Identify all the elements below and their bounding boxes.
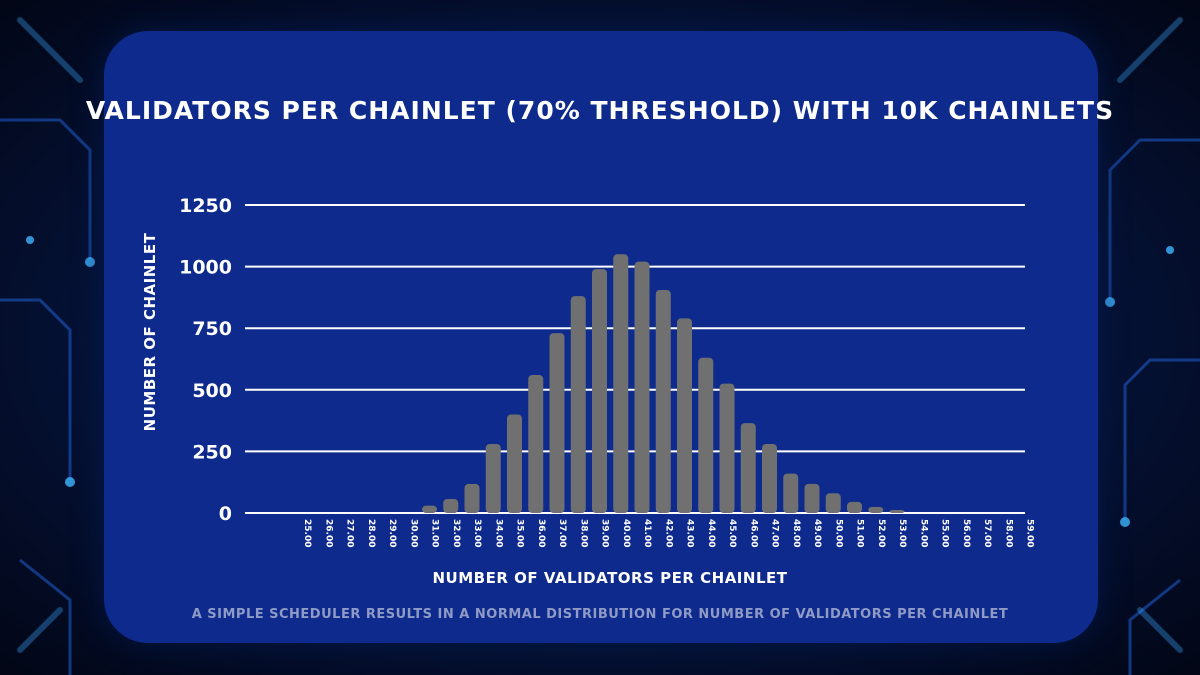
x-tick-label: 37.00 <box>557 519 567 547</box>
x-tick-label: 51.00 <box>855 519 865 547</box>
x-tick-label: 48.00 <box>791 519 801 547</box>
bar-49.00 <box>804 483 820 513</box>
x-tick-label: 36.00 <box>536 519 546 547</box>
bar-40.00 <box>613 254 629 513</box>
x-tick-label: 47.00 <box>770 519 780 547</box>
bar-38.00 <box>570 296 586 513</box>
x-tick-label: 43.00 <box>685 519 695 547</box>
x-tick-label: 31.00 <box>430 519 440 547</box>
y-axis-label: NUMBER OF CHAINLET <box>141 232 159 431</box>
x-tick-label: 54.00 <box>918 519 928 547</box>
x-tick-label: 28.00 <box>366 519 376 547</box>
y-tick-label: 250 <box>192 441 232 463</box>
bar-51.00 <box>847 501 862 513</box>
x-tick-label: 57.00 <box>982 519 992 547</box>
bar-48.00 <box>783 473 799 513</box>
x-tick-label: 29.00 <box>387 519 397 547</box>
y-tick-label: 1000 <box>179 257 232 279</box>
x-tick-label: 53.00 <box>897 519 907 547</box>
x-tick-label: 45.00 <box>727 519 737 547</box>
x-tick-label: 58.00 <box>1003 519 1013 547</box>
bar-37.00 <box>549 333 565 513</box>
bar-45.00 <box>719 383 735 513</box>
bars <box>422 254 905 513</box>
x-tick-label: 42.00 <box>663 519 673 547</box>
x-tick-label: 56.00 <box>961 519 971 547</box>
bar-32.00 <box>443 498 459 513</box>
bar-47.00 <box>762 444 777 513</box>
x-tick-label: 35.00 <box>515 519 525 547</box>
x-tick-label: 38.00 <box>578 519 588 547</box>
x-tick-label: 25.00 <box>302 519 312 547</box>
bar-53.00 <box>889 510 905 513</box>
x-tick-label: 39.00 <box>600 519 610 547</box>
y-tick-label: 750 <box>192 318 232 340</box>
y-tick-label: 1250 <box>179 195 232 217</box>
x-tick-label: 55.00 <box>940 519 950 547</box>
x-tick-labels: 25.00 26.00 27.00 28.00 29.00 30.00 31.00 32.00… <box>302 519 1035 547</box>
x-tick-label: 49.00 <box>812 519 822 547</box>
x-tick-label: 34.00 <box>493 519 503 547</box>
bar-34.00 <box>485 444 501 513</box>
x-tick-label: 46.00 <box>748 519 758 547</box>
bar-39.00 <box>592 269 607 513</box>
chart-caption: A SIMPLE SCHEDULER RESULTS IN A NORMAL D… <box>191 607 1009 622</box>
bar-33.00 <box>464 483 480 513</box>
x-tick-label: 32.00 <box>451 519 461 547</box>
bar-36.00 <box>528 375 544 513</box>
y-tick-label: 0 <box>219 503 232 525</box>
x-tick-label: 40.00 <box>621 519 631 547</box>
x-tick-label: 52.00 <box>876 519 886 547</box>
y-tick-labels: 0 250 500 750 1000 1250 <box>179 195 232 525</box>
x-tick-label: 50.00 <box>833 519 843 547</box>
bar-44.00 <box>698 357 714 513</box>
x-tick-label: 33.00 <box>472 519 482 547</box>
bar-46.00 <box>740 423 756 513</box>
x-tick-label: 27.00 <box>345 519 355 547</box>
x-tick-label: 41.00 <box>642 519 652 547</box>
bar-31.00 <box>422 505 437 513</box>
x-tick-label: 44.00 <box>706 519 716 547</box>
x-tick-label: 59.00 <box>1025 519 1035 547</box>
bar-35.00 <box>507 414 522 513</box>
x-tick-label: 26.00 <box>323 519 333 547</box>
bar-43.00 <box>677 318 692 513</box>
bar-41.00 <box>634 261 650 513</box>
bar-52.00 <box>868 506 884 513</box>
bar-50.00 <box>825 493 841 513</box>
chart-title: VALIDATORS PER CHAINLET (70% THRESHOLD) … <box>85 96 1115 125</box>
bar-42.00 <box>655 290 671 513</box>
x-axis-label: NUMBER OF VALIDATORS PER CHAINLET <box>433 569 788 587</box>
y-tick-label: 500 <box>192 380 232 402</box>
x-tick-label: 30.00 <box>408 519 418 547</box>
